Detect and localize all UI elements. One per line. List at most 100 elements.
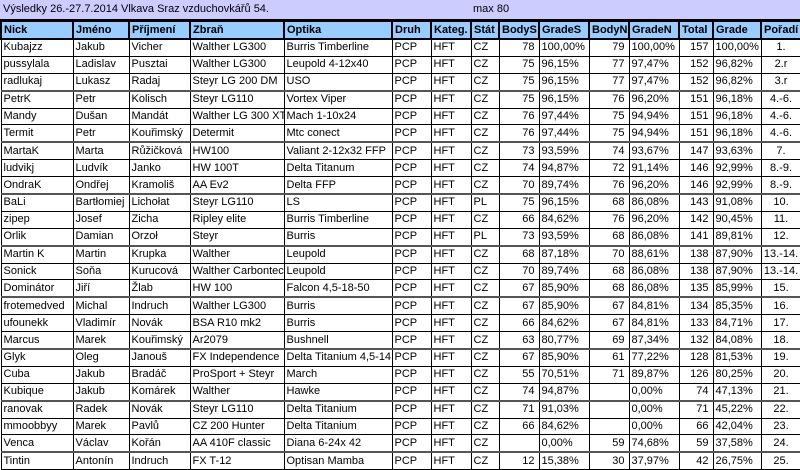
cell-kateg[interactable]: HFT <box>430 227 472 247</box>
cell-graden[interactable]: 86,08% <box>628 193 680 212</box>
cell-nick[interactable]: MartaK <box>0 141 74 161</box>
column-header[interactable]: BodyS <box>498 20 540 40</box>
cell-stt[interactable]: PL <box>470 193 500 212</box>
cell-poad[interactable]: 23. <box>760 417 800 436</box>
cell-stt[interactable]: CZ <box>470 141 500 161</box>
cell-stt[interactable]: PL <box>470 227 500 247</box>
cell-grades[interactable]: 96,15% <box>538 72 590 92</box>
cell-optika[interactable]: Burris <box>283 314 393 333</box>
cell-grade[interactable]: 93,63% <box>712 141 762 161</box>
cell-optika[interactable]: Bushnell <box>283 331 393 351</box>
cell-poad[interactable]: 18. <box>760 331 800 351</box>
cell-kateg[interactable]: HFT <box>430 38 472 57</box>
cell-optika[interactable]: Hawke <box>283 382 393 402</box>
column-header[interactable]: GradeS <box>538 20 590 40</box>
cell-jmno[interactable]: Antonín <box>72 451 130 470</box>
cell-stt[interactable]: CZ <box>470 279 500 299</box>
cell-bodyn[interactable]: 59 <box>588 434 630 454</box>
cell-optika[interactable]: Burris <box>283 296 393 316</box>
cell-kateg[interactable]: HFT <box>430 159 472 178</box>
cell-zbra[interactable]: FX Independence <box>189 348 285 367</box>
cell-zbra[interactable]: Steyr LG110 <box>189 90 285 109</box>
cell-bodys[interactable]: 67 <box>498 279 540 299</box>
cell-optika[interactable]: Vortex Viper <box>283 90 393 109</box>
cell-grade[interactable]: 85,35% <box>712 296 762 316</box>
cell-zbra[interactable]: Steyr LG 200 DM <box>189 72 285 92</box>
cell-jmno[interactable]: Dušan <box>72 107 130 126</box>
cell-nick[interactable]: zipep <box>0 210 74 229</box>
cell-jmno[interactable]: Václav <box>72 434 130 454</box>
cell-bodys[interactable]: 75 <box>498 55 540 74</box>
cell-druh[interactable]: PCP <box>391 262 432 281</box>
cell-poad[interactable]: 25. <box>760 451 800 470</box>
cell-nick[interactable]: Glyk <box>0 348 74 367</box>
cell-kateg[interactable]: HFT <box>430 417 472 436</box>
cell-grade[interactable]: 84,08% <box>712 331 762 351</box>
cell-bodys[interactable]: 12 <box>498 451 540 470</box>
cell-graden[interactable]: 97,47% <box>628 72 680 92</box>
cell-poad[interactable]: 21. <box>760 382 800 402</box>
cell-graden[interactable]: 96,20% <box>628 90 680 109</box>
cell-total[interactable]: 138 <box>678 262 714 281</box>
column-header[interactable]: Pořadí <box>760 20 800 40</box>
cell-grades[interactable]: 84,62% <box>538 210 590 229</box>
cell-druh[interactable]: PCP <box>391 279 432 299</box>
cell-bodyn[interactable]: 76 <box>588 90 630 109</box>
cell-druh[interactable]: PCP <box>391 417 432 436</box>
cell-grades[interactable]: 94,87% <box>538 382 590 402</box>
cell-poad[interactable]: 1. <box>760 38 800 57</box>
cell-stt[interactable]: CZ <box>470 38 500 57</box>
cell-nick[interactable]: ludvikj <box>0 159 74 178</box>
cell-stt[interactable]: CZ <box>470 159 500 178</box>
cell-druh[interactable]: PCP <box>391 90 432 109</box>
cell-jmno[interactable]: Vladimír <box>72 314 130 333</box>
cell-jmno[interactable]: Damian <box>72 227 130 247</box>
cell-optika[interactable]: Delta FFP <box>283 176 393 196</box>
cell-druh[interactable]: PCP <box>391 124 432 144</box>
cell-bodyn[interactable]: 68 <box>588 279 630 299</box>
cell-bodys[interactable]: 76 <box>498 124 540 144</box>
cell-stt[interactable]: CZ <box>470 262 500 281</box>
cell-optika[interactable]: Delta Titanium <box>283 400 393 419</box>
cell-zbra[interactable]: Steyr <box>189 227 285 247</box>
cell-jmno[interactable]: Martin <box>72 245 130 264</box>
cell-kateg[interactable]: HFT <box>430 141 472 161</box>
cell-grades[interactable]: 100,00% <box>538 38 590 57</box>
cell-bodyn[interactable]: 75 <box>588 107 630 126</box>
cell-total[interactable]: 152 <box>678 55 714 74</box>
cell-druh[interactable]: PCP <box>391 55 432 74</box>
cell-zbra[interactable]: Steyr LG110 <box>189 400 285 419</box>
cell-zbra[interactable]: Walther LG 300 XT <box>189 107 285 126</box>
cell-poad[interactable]: 4.-6. <box>760 90 800 109</box>
cell-optika[interactable]: Leupold 4-12x40 <box>283 55 393 74</box>
column-header[interactable]: Total <box>678 20 714 40</box>
cell-zbra[interactable]: AA Ev2 <box>189 176 285 196</box>
cell-kateg[interactable]: HFT <box>430 365 472 384</box>
cell-nick[interactable]: radlukaj <box>0 72 74 92</box>
cell-grades[interactable]: 0,00% <box>538 434 590 454</box>
cell-stt[interactable]: CZ <box>470 124 500 144</box>
cell-total[interactable]: 59 <box>678 434 714 454</box>
cell-grade[interactable]: 45,22% <box>712 400 762 419</box>
cell-stt[interactable]: CZ <box>470 365 500 384</box>
cell-total[interactable]: 151 <box>678 124 714 144</box>
cell-kateg[interactable]: HFT <box>430 400 472 419</box>
cell-grades[interactable]: 80,77% <box>538 331 590 351</box>
cell-grade[interactable]: 85,99% <box>712 279 762 299</box>
cell-pjmen[interactable]: Růžičková <box>128 141 191 161</box>
cell-jmno[interactable]: Ladislav <box>72 55 130 74</box>
cell-optika[interactable]: Mtc conect <box>283 124 393 144</box>
cell-grade[interactable]: 84,71% <box>712 314 762 333</box>
cell-stt[interactable]: CZ <box>470 348 500 367</box>
cell-total[interactable]: 143 <box>678 193 714 212</box>
cell-nick[interactable]: PetrK <box>0 90 74 109</box>
cell-bodys[interactable]: 70 <box>498 176 540 196</box>
cell-stt[interactable]: CZ <box>470 296 500 316</box>
cell-zbra[interactable]: BSA R10 mk2 <box>189 314 285 333</box>
cell-poad[interactable]: 12. <box>760 227 800 247</box>
cell-druh[interactable]: PCP <box>391 382 432 402</box>
cell-kateg[interactable]: HFT <box>430 107 472 126</box>
cell-nick[interactable]: Kubajzz <box>0 38 74 57</box>
cell-graden[interactable]: 86,08% <box>628 262 680 281</box>
cell-graden[interactable]: 100,00% <box>628 38 680 57</box>
